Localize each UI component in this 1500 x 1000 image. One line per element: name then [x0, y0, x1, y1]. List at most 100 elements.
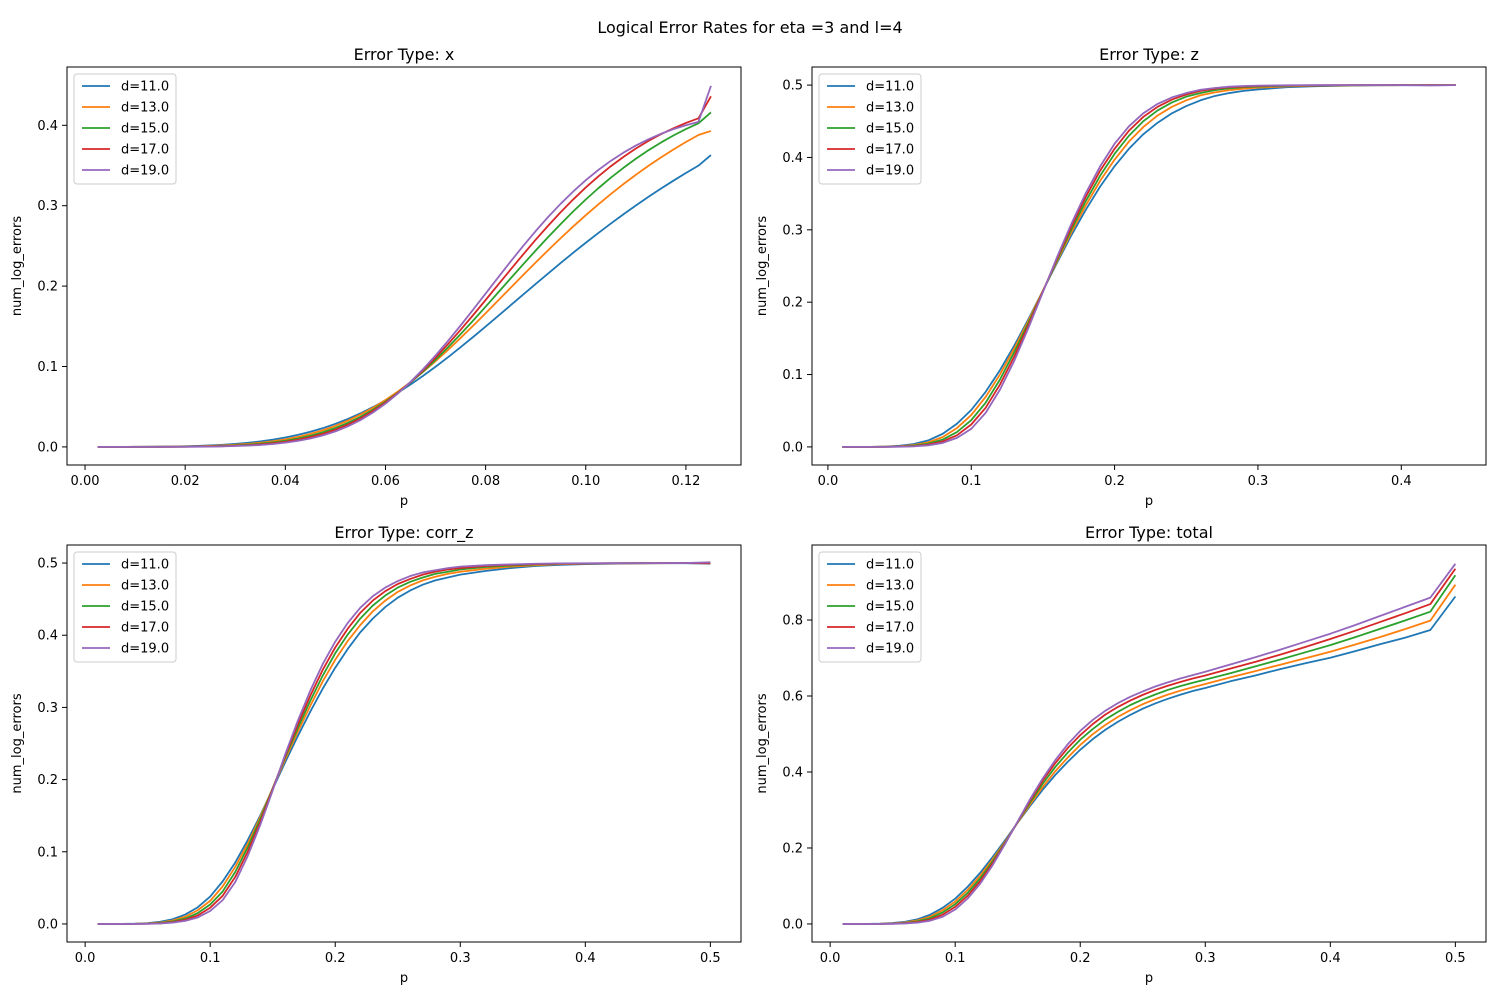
y-tick-label: 0.4: [37, 629, 58, 644]
series-line-d=19.0: [842, 563, 1457, 925]
x-tick-label: 0.1: [961, 474, 982, 489]
x-tick-label: 0.2: [325, 951, 346, 966]
series-lines: [842, 84, 1456, 448]
y-tick-label: 0.5: [37, 557, 58, 572]
series-line-d=15.0: [842, 574, 1457, 925]
axes-frame: [66, 66, 742, 466]
legend-label: d=19.0: [866, 642, 914, 657]
series-line-d=19.0: [97, 85, 712, 448]
legend: d=11.0 d=13.0 d=15.0 d=17.0 d=19.0: [818, 73, 922, 185]
x-tick-label: 0.4: [1391, 474, 1412, 489]
x-tick-label: 0.0: [75, 951, 96, 966]
legend-label: d=11.0: [866, 80, 914, 95]
legend: d=11.0 d=13.0 d=15.0 d=17.0 d=19.0: [73, 551, 177, 663]
subplot-4: 0.0 0.1 0.2 0.3 0.4 0.5 0.0 0.2 0.4 0.6 0.8 Error T…: [755, 523, 1487, 986]
series-lines: [97, 85, 712, 448]
y-axis-label: num_log_errors: [755, 216, 770, 316]
x-tick-label: 0.4: [1320, 951, 1341, 966]
x-tick-label: 0.5: [700, 951, 721, 966]
x-tick-label: 0.3: [450, 951, 471, 966]
legend-label: d=11.0: [866, 558, 914, 573]
x-tick-label: 0.3: [1248, 474, 1269, 489]
legend-label: d=17.0: [866, 143, 914, 158]
x-tick-label: 0.1: [200, 951, 221, 966]
x-tick-label: 0.2: [1070, 951, 1091, 966]
x-tick-label: 0.12: [671, 474, 700, 489]
subplots: 0.00 0.02 0.04 0.06 0.08 0.10 0.12 0.0 0.1 0.2 0.3…: [10, 45, 1487, 986]
legend-label: d=13.0: [866, 579, 914, 594]
legend: d=11.0 d=13.0 d=15.0 d=17.0 d=19.0: [73, 73, 177, 185]
series-line-d=13.0: [842, 584, 1457, 925]
y-tick-label: 0.3: [782, 223, 803, 238]
x-tick-label: 0.1: [945, 951, 966, 966]
subplot-title: Error Type: corr_z: [334, 523, 473, 543]
x-tick-label: 0.10: [571, 474, 600, 489]
y-tick-label: 0.3: [37, 701, 58, 716]
y-tick-label: 0.2: [782, 296, 803, 311]
x-tick-label: 0.0: [820, 951, 841, 966]
y-tick-label: 0.2: [782, 841, 803, 856]
y-tick-label: 0.1: [37, 845, 58, 860]
x-tick-label: 0.08: [471, 474, 500, 489]
subplot-2: 0.0 0.1 0.2 0.3 0.4 0.0 0.1 0.2 0.3 0.4 0.5 Error T…: [755, 45, 1487, 509]
x-tick-label: 0.2: [1104, 474, 1125, 489]
y-tick-label: 0.2: [37, 280, 58, 295]
legend-box: [73, 73, 177, 185]
x-axis-label: p: [1145, 494, 1153, 509]
subplot-3: 0.0 0.1 0.2 0.3 0.4 0.5 0.0 0.1 0.2 0.3 0.4 0.5 Erro…: [10, 523, 742, 986]
subplot-title: Error Type: total: [1085, 523, 1213, 542]
legend-label: d=15.0: [866, 122, 914, 137]
series-lines: [842, 563, 1457, 925]
y-axis-label: num_log_errors: [10, 693, 25, 793]
series-line-d=19.0: [97, 561, 711, 925]
y-tick-label: 0.0: [37, 440, 58, 455]
series-line-d=19.0: [842, 84, 1456, 448]
series-lines: [97, 561, 711, 925]
y-tick-label: 0.2: [37, 773, 58, 788]
y-tick-label: 0.0: [782, 917, 803, 932]
y-tick-label: 0.0: [37, 917, 58, 932]
y-tick-label: 0.6: [782, 690, 803, 705]
legend-label: d=15.0: [866, 600, 914, 615]
subplot-title: Error Type: x: [354, 45, 455, 64]
y-tick-label: 0.5: [782, 79, 803, 94]
y-tick-label: 0.1: [782, 368, 803, 383]
y-tick-label: 0.3: [37, 199, 58, 214]
legend-label: d=19.0: [121, 164, 169, 179]
y-tick-label: 0.1: [37, 360, 58, 375]
subplot-1: 0.00 0.02 0.04 0.06 0.08 0.10 0.12 0.0 0.1 0.2 0.3…: [10, 45, 742, 509]
legend-label: d=19.0: [121, 642, 169, 657]
y-axis-label: num_log_errors: [10, 216, 25, 316]
y-tick-label: 0.8: [782, 614, 803, 629]
subplot-title: Error Type: z: [1099, 45, 1199, 64]
x-tick-label: 0.04: [271, 474, 300, 489]
y-tick-label: 0.4: [782, 151, 803, 166]
y-tick-label: 0.4: [782, 765, 803, 780]
legend-box: [818, 73, 922, 185]
legend-label: d=13.0: [866, 101, 914, 116]
legend-label: d=15.0: [121, 122, 169, 137]
series-line-d=11.0: [842, 595, 1457, 925]
legend-box: [73, 551, 177, 663]
axes-frame: [811, 66, 1487, 466]
y-tick-label: 0.4: [37, 119, 58, 134]
legend-label: d=11.0: [121, 558, 169, 573]
legend-label: d=17.0: [121, 621, 169, 636]
y-axis-label: num_log_errors: [755, 693, 770, 793]
y-tick-label: 0.0: [782, 440, 803, 455]
legend-label: d=13.0: [121, 579, 169, 594]
figure-title: Logical Error Rates for eta =3 and l=4: [597, 18, 902, 37]
legend-label: d=19.0: [866, 164, 914, 179]
x-tick-label: 0.02: [171, 474, 200, 489]
x-tick-label: 0.00: [71, 474, 100, 489]
legend-label: d=17.0: [866, 621, 914, 636]
x-axis-label: p: [400, 971, 408, 986]
legend-label: d=17.0: [121, 143, 169, 158]
x-tick-label: 0.06: [371, 474, 400, 489]
x-tick-label: 0.0: [818, 474, 839, 489]
legend-box: [818, 551, 922, 663]
x-axis-label: p: [1145, 971, 1153, 986]
legend-label: d=13.0: [121, 101, 169, 116]
